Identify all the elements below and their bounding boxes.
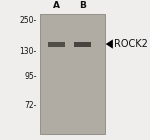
FancyBboxPatch shape [74, 42, 91, 47]
Text: 95-: 95- [24, 72, 37, 81]
FancyBboxPatch shape [40, 14, 105, 134]
Text: 130-: 130- [19, 47, 37, 56]
Text: 250-: 250- [19, 16, 37, 25]
Text: B: B [80, 1, 86, 10]
Polygon shape [106, 39, 113, 49]
Text: A: A [53, 1, 60, 10]
Text: ROCK2: ROCK2 [114, 39, 147, 49]
Text: 72-: 72- [24, 101, 37, 110]
FancyBboxPatch shape [48, 42, 65, 47]
